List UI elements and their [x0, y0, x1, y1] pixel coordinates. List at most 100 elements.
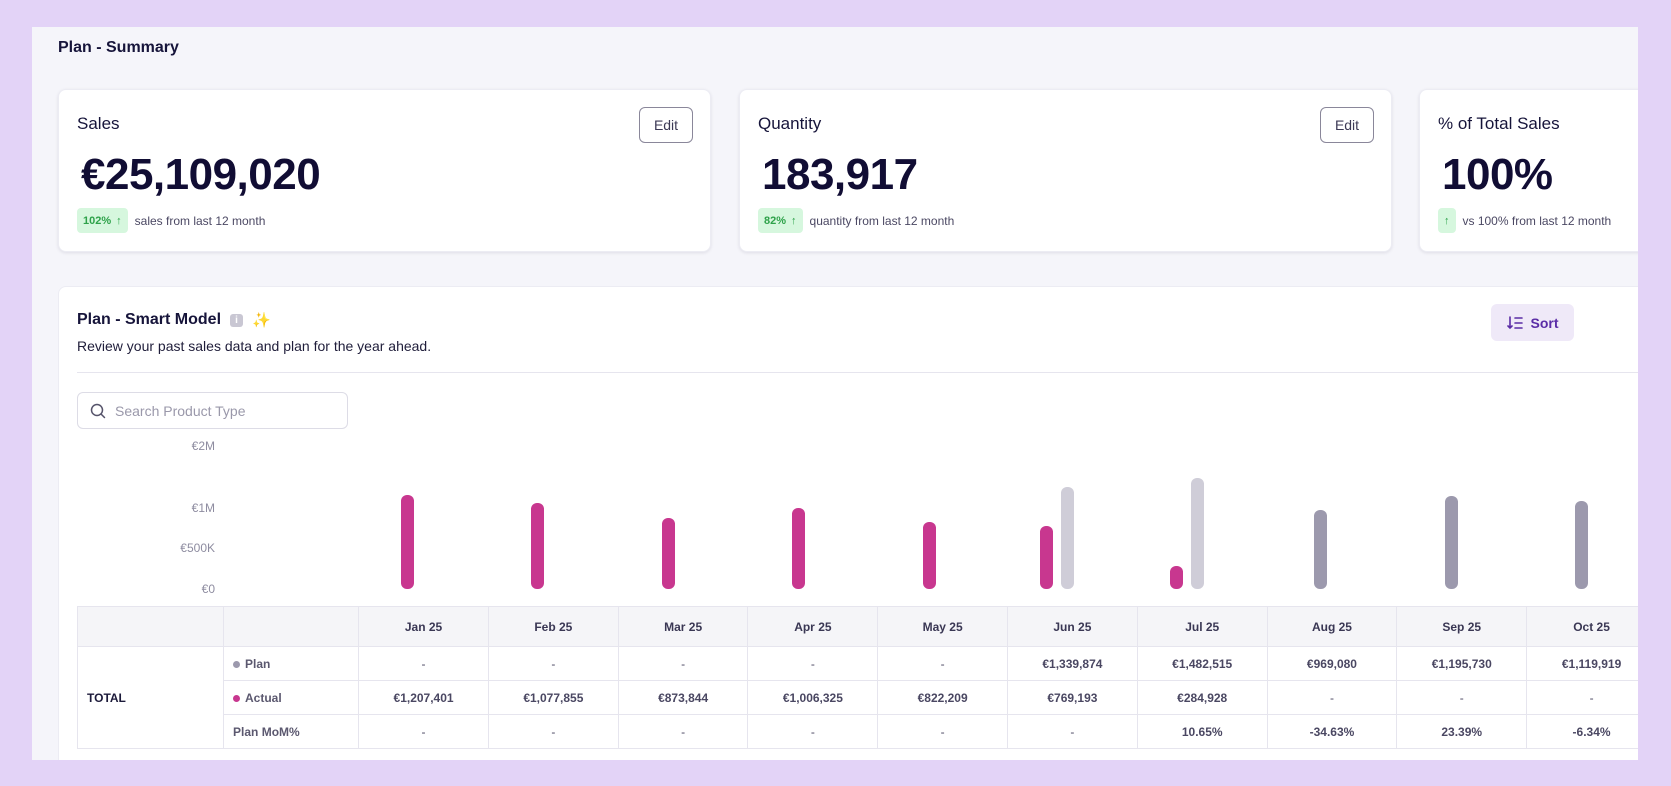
table-cell: €873,844: [617, 680, 749, 715]
share-badge-row: ↑ vs 100% from last 12 month: [1438, 208, 1611, 233]
arrow-up-icon: ↑: [116, 214, 122, 227]
table-cell: 23.39%: [1396, 714, 1528, 749]
table-cell: €284,928: [1136, 680, 1268, 715]
table-body: TOTAL Plan - - - - - €1,339,874 €1,482,515 €969,0…: [76, 646, 1638, 749]
search-input[interactable]: [115, 402, 335, 419]
y-tick-label: €1M: [191, 501, 215, 515]
table-cell: -: [1266, 680, 1398, 715]
sales-change-text: sales from last 12 month: [134, 213, 266, 228]
share-value: 100%: [1442, 150, 1553, 199]
bar-plan-sep-25[interactable]: [1444, 495, 1458, 589]
quantity-change-text: quantity from last 12 month: [809, 213, 955, 228]
bar-plan-aug-25[interactable]: [1314, 510, 1328, 589]
search-box[interactable]: [77, 392, 348, 429]
page-title: Plan - Summary: [58, 39, 179, 56]
table-cell: -: [358, 646, 489, 681]
y-tick-label: €500K: [180, 541, 215, 555]
quantity-edit-button[interactable]: Edit: [1320, 107, 1374, 143]
legend-dot-icon: [233, 694, 241, 702]
sales-change-badge: 102% ↑: [77, 208, 128, 233]
table-cell: -: [747, 714, 879, 749]
table-cell: €1,482,515: [1136, 646, 1268, 681]
sales-card-title: Sales: [77, 114, 120, 133]
bar-actual-feb-25[interactable]: [531, 503, 545, 589]
app-window: Plan - Summary Sales Edit €25,109,020 10…: [32, 27, 1638, 760]
table-row: Plan MoM% - - - - - -10.65% -34.63% 23.39% -6.34%: [78, 714, 1638, 749]
table-cell: -: [1396, 680, 1528, 715]
panel-title-row: Plan - Smart Model i ✨: [77, 311, 271, 329]
column-header[interactable]: Sep 25: [1396, 606, 1528, 647]
share-change-badge: ↑: [1438, 208, 1456, 233]
sales-value: €25,109,020: [81, 150, 321, 199]
quantity-badge-row: 82% ↑ quantity from last 12 month: [758, 208, 954, 233]
bar-plan-jul-25[interactable]: [1191, 478, 1205, 589]
column-header[interactable]: Jun 25: [1006, 606, 1138, 647]
sales-edit-button[interactable]: Edit: [639, 107, 693, 143]
row-label-text: Actual: [245, 690, 282, 705]
quantity-card: Quantity Edit 183,917 82% ↑ quantity fro…: [739, 89, 1392, 252]
sort-icon: [1506, 315, 1523, 329]
table-cell: €1,207,401: [358, 680, 489, 715]
row-label: Plan MoM%: [223, 714, 360, 749]
table-cell: 10.65%: [1136, 714, 1268, 749]
table-row: Actual €1,207,401 €1,077,855 €873,844 €1,006…: [78, 680, 1638, 715]
table-header-row: Jan 25 Feb 25 Mar 25 Apr 25 May 25 Jun 25 Jul …: [76, 606, 1638, 647]
column-header[interactable]: Jan 25: [358, 606, 489, 647]
table-cell: €1,195,730: [1396, 646, 1528, 681]
smart-model-panel: Plan - Smart Model i ✨ Review your past …: [58, 286, 1638, 760]
bar-actual-jan-25[interactable]: [400, 495, 414, 589]
table-cell: -: [877, 714, 1008, 749]
column-header[interactable]: Aug 25: [1266, 606, 1398, 647]
arrow-up-icon: ↑: [791, 214, 797, 227]
table-cell: -: [1526, 680, 1638, 715]
header-label-cell: [223, 606, 360, 647]
sparkle-icon: ✨: [252, 312, 271, 329]
column-header[interactable]: Apr 25: [747, 606, 879, 647]
quantity-card-title: Quantity: [758, 114, 822, 133]
table-cell: -: [877, 646, 1008, 681]
column-header[interactable]: Feb 25: [487, 606, 619, 647]
panel-divider: [77, 372, 1638, 373]
bar-actual-jul-25[interactable]: [1170, 565, 1184, 589]
row-label: Plan: [223, 646, 360, 681]
y-tick-label: €2M: [191, 439, 215, 453]
share-card-title: % of Total Sales: [1438, 114, 1560, 133]
bar-plan-jun-25[interactable]: [1060, 486, 1074, 589]
sort-button[interactable]: Sort: [1491, 304, 1574, 341]
row-label-text: Plan MoM%: [233, 724, 300, 739]
table-cell: €1,119,919: [1526, 646, 1638, 681]
search-icon: [90, 403, 106, 418]
column-header[interactable]: Oct 25: [1526, 606, 1638, 647]
header-group-cell: [76, 606, 225, 647]
bar-actual-apr-25[interactable]: [792, 507, 806, 589]
bar-actual-may-25[interactable]: [922, 522, 936, 589]
row-group-label: TOTAL: [76, 646, 225, 749]
share-change-text: vs 100% from last 12 month: [1462, 213, 1612, 228]
y-tick-label: €0: [201, 582, 215, 596]
sort-label: Sort: [1530, 314, 1559, 331]
info-icon[interactable]: i: [230, 313, 244, 327]
sales-bar-chart: €0 €500K €1M €2M: [77, 437, 1638, 597]
table-cell: -34.63%: [1266, 714, 1398, 749]
panel-title: Plan - Smart Model: [77, 311, 222, 328]
table-cell: €969,080: [1266, 646, 1398, 681]
sales-badge-row: 102% ↑ sales from last 12 month: [77, 208, 265, 233]
bar-actual-jun-25[interactable]: [1039, 526, 1053, 589]
row-label-text: Plan: [245, 656, 271, 671]
bar-actual-mar-25[interactable]: [661, 518, 675, 589]
table-cell: -: [747, 646, 879, 681]
column-header[interactable]: Jul 25: [1136, 606, 1268, 647]
table-cell: -: [487, 646, 619, 681]
quantity-change-value: 82%: [764, 214, 787, 227]
column-header[interactable]: May 25: [877, 606, 1008, 647]
table-cell: -: [1006, 714, 1138, 749]
table-cell: €1,077,855: [487, 680, 619, 715]
legend-dot-icon: [233, 660, 241, 668]
column-header[interactable]: Mar 25: [617, 606, 749, 647]
share-card: % of Total Sales 100% ↑ vs 100% from las…: [1419, 89, 1638, 252]
table-cell: €769,193: [1006, 680, 1138, 715]
table-cell: -: [617, 646, 749, 681]
table-cell: €1,006,325: [747, 680, 879, 715]
sales-card: Sales Edit €25,109,020 102% ↑ sales from…: [58, 89, 711, 252]
bar-plan-oct-25[interactable]: [1575, 500, 1589, 589]
